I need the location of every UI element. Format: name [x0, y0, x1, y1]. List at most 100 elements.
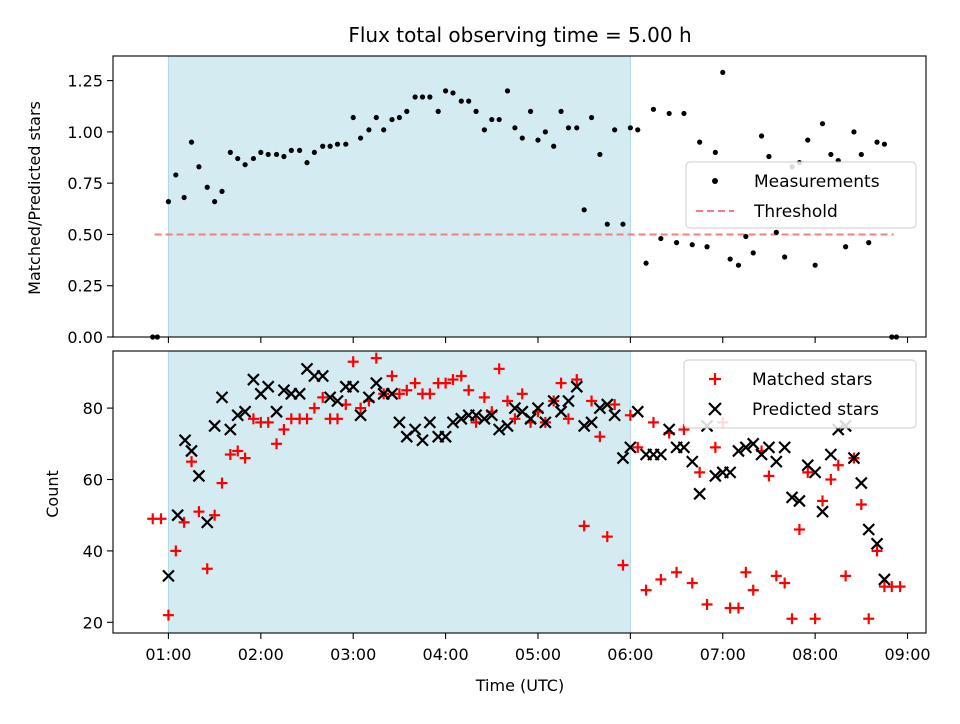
predicted-point [323, 391, 337, 404]
measurement-point [643, 260, 649, 266]
matched-point [793, 523, 805, 535]
predicted-point [778, 441, 791, 454]
predicted-point [624, 441, 637, 454]
matched-point [271, 438, 283, 450]
bottom-series-0 [147, 352, 906, 625]
measurement-point [720, 69, 726, 76]
measurement-point [704, 244, 710, 250]
top-y-tick-label: 0.25 [67, 277, 103, 296]
top-y-tick-label: 1.25 [67, 72, 103, 91]
predicted-point [208, 419, 221, 433]
measurement-point [565, 125, 572, 131]
measurement-point [673, 240, 680, 246]
measurement-point [782, 254, 788, 260]
predicted-point [238, 405, 252, 418]
matched-point [347, 356, 359, 368]
predicted-point [785, 491, 799, 504]
top-y-tick-label: 0.00 [67, 328, 103, 347]
matched-point [817, 495, 829, 507]
matched-point [763, 470, 775, 482]
matched-point [401, 384, 413, 396]
measurement-point [604, 221, 610, 227]
measurement-point [442, 88, 449, 94]
predicted-point [393, 416, 406, 429]
legend-marker-measurements [712, 178, 718, 184]
top-y-tick-label: 0.75 [67, 174, 103, 193]
measurement-point [473, 108, 479, 114]
measurement-point [219, 188, 225, 194]
measurement-point [481, 127, 487, 133]
predicted-point [354, 408, 367, 422]
matched-point [871, 545, 883, 557]
measurement-point [381, 127, 387, 133]
matched-point [409, 377, 421, 389]
matched-point [155, 513, 167, 525]
predicted-point [293, 387, 306, 401]
matched-point [694, 466, 706, 478]
matched-point [170, 545, 182, 557]
x-tick-label: 05:00 [515, 645, 561, 664]
measurement-point [542, 129, 548, 135]
measurement-point [288, 147, 294, 153]
predicted-point [439, 430, 452, 443]
matched-point [571, 374, 583, 386]
predicted-point [508, 401, 522, 415]
measurement-point [496, 116, 502, 123]
measurement-point [504, 88, 511, 94]
matched-point [331, 413, 343, 425]
predicted-point [631, 405, 645, 418]
measurement-point [396, 114, 402, 121]
predicted-point [362, 391, 376, 404]
predicted-point [732, 444, 745, 458]
measurement-point [758, 133, 765, 139]
predicted-point [562, 394, 575, 408]
measurement-point [812, 262, 818, 268]
predicted-point [270, 405, 283, 418]
x-tick-label: 07:00 [700, 645, 746, 664]
matched-point [262, 416, 274, 428]
matched-point [301, 413, 313, 425]
predicted-point [593, 401, 607, 415]
matched-point [671, 566, 683, 578]
predicted-point [547, 394, 560, 408]
predicted-point [855, 476, 868, 490]
measurement-point [327, 143, 333, 149]
predicted-point [478, 412, 491, 426]
matched-point [278, 424, 290, 436]
measurement-point [551, 143, 557, 149]
measurement-point [697, 139, 703, 145]
matched-point [463, 384, 475, 396]
measurement-point [735, 262, 742, 268]
measurement-point [412, 94, 418, 100]
measurement-point [535, 137, 541, 143]
measurement-point [858, 151, 864, 158]
measurement-point [766, 153, 772, 160]
predicted-point [231, 408, 244, 422]
predicted-point [423, 416, 437, 429]
bottom-y-tick-label: 20 [83, 613, 103, 632]
measurement-point [627, 125, 633, 131]
measurement-point [258, 149, 264, 156]
predicted-point [847, 451, 861, 465]
bottom-panel: 20 40 60 80 01:00 02:00 03:00 04:00 05:00 06:00 07… [83, 350, 931, 664]
measurement-point [773, 229, 779, 235]
predicted-point [793, 494, 806, 508]
predicted-point [277, 383, 291, 397]
measurement-point [196, 164, 202, 170]
measurement-point [874, 139, 880, 145]
measurement-point [435, 108, 441, 114]
measurement-point [489, 116, 495, 123]
measurement-point [320, 143, 326, 149]
measurement-point [712, 149, 718, 156]
bottom-legend: Matched stars Predicted stars [683, 359, 917, 429]
matched-point [647, 416, 659, 428]
predicted-point [331, 394, 344, 408]
measurement-point [188, 139, 195, 145]
measurement-point [304, 160, 310, 166]
measurement-point [588, 114, 595, 121]
measurement-point [689, 242, 695, 248]
legend-marker-matched [709, 373, 721, 385]
matched-point [840, 570, 852, 582]
matched-point [308, 402, 320, 414]
measurement-point [658, 235, 664, 242]
